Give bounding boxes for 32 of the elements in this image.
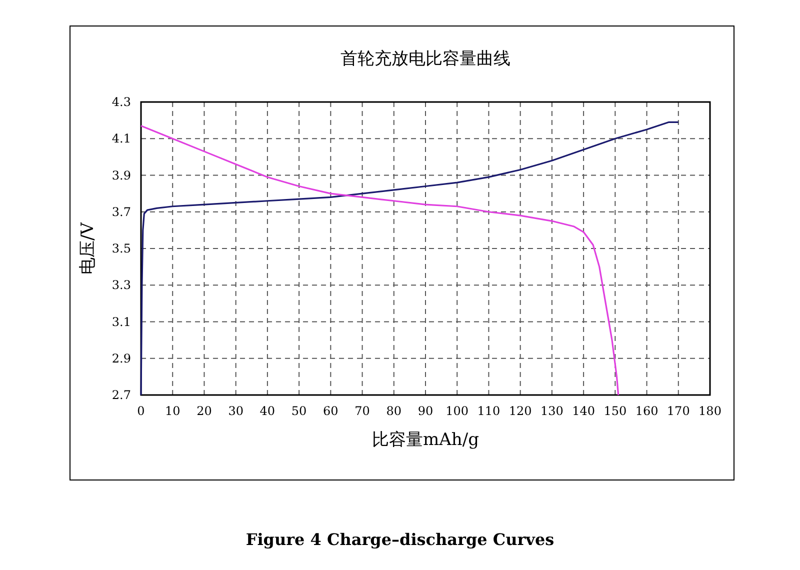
x-tick-label: 150 — [604, 404, 627, 418]
x-tick-label: 160 — [635, 404, 658, 418]
x-tick-label: 30 — [228, 404, 244, 418]
y-tick-label: 4.1 — [112, 132, 131, 146]
x-tick-label: 130 — [540, 404, 564, 418]
x-tick-label: 100 — [446, 404, 469, 418]
y-tick-label: 2.7 — [112, 388, 131, 402]
y-tick-label: 3.1 — [112, 314, 131, 329]
x-tick-label: 20 — [196, 404, 212, 418]
y-tick-label: 4.3 — [112, 95, 131, 109]
x-tick-label: 0 — [137, 404, 145, 418]
x-tick-label: 80 — [386, 404, 402, 418]
x-tick-label: 140 — [572, 404, 596, 418]
y-tick-label: 3.7 — [112, 204, 131, 219]
x-axis-title: 比容量mAh/g — [372, 430, 480, 450]
x-tick-label: 170 — [666, 404, 690, 418]
x-tick-label: 40 — [260, 404, 276, 418]
chart-title: 首轮充放电比容量曲线 — [340, 49, 510, 69]
x-tick-label: 70 — [354, 404, 370, 418]
x-tick-label: 10 — [164, 404, 180, 418]
y-tick-label: 3.9 — [112, 168, 131, 182]
x-tick-label: 180 — [698, 404, 722, 418]
x-tick-label: 110 — [477, 404, 500, 418]
y-tick-label: 2.9 — [112, 351, 131, 366]
y-axis-title: 电压/V — [78, 222, 98, 275]
caption: Figure 4 Charge–discharge Curves — [246, 530, 554, 549]
x-tick-label: 120 — [508, 404, 532, 418]
x-tick-label: 90 — [418, 404, 434, 418]
x-tick-label: 60 — [323, 404, 338, 418]
y-tick-label: 3.5 — [112, 242, 131, 256]
y-tick-label: 3.3 — [112, 278, 131, 292]
x-tick-label: 50 — [291, 404, 307, 418]
